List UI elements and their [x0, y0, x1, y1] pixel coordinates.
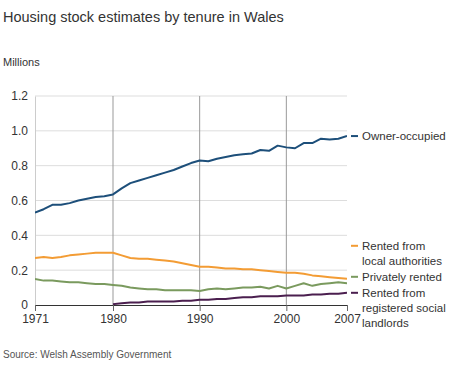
- x-tick: 1980: [100, 305, 127, 326]
- label-key: [351, 245, 358, 247]
- y-tick: 1.2: [11, 89, 35, 103]
- x-grid-line: [113, 96, 114, 305]
- x-tick-mark: [286, 305, 287, 311]
- source: Source: Welsh Assembly Government: [3, 349, 171, 360]
- y-tick-label: 0: [21, 298, 28, 312]
- x-tick-label: 2000: [273, 312, 300, 326]
- x-tick: 1990: [187, 305, 214, 326]
- y-axis-line: [35, 97, 36, 306]
- x-tick-mark: [200, 305, 201, 311]
- x-tick-mark: [35, 305, 36, 311]
- x-tick-mark: [347, 305, 348, 311]
- grid: [35, 96, 347, 305]
- series-labels: Owner-occupied Rented from local authoriti…: [351, 130, 446, 329]
- x-tick-mark: [113, 305, 114, 311]
- x-tick: 2000: [273, 305, 300, 326]
- series-label-line: Owner-occupied: [362, 130, 446, 142]
- series-line: [35, 253, 347, 279]
- label-key: [351, 276, 358, 278]
- y-tick: 0.2: [11, 264, 35, 278]
- y-grid-line: [35, 270, 347, 271]
- x-tick-label: 1971: [22, 312, 49, 326]
- series-line: [113, 293, 347, 304]
- series-line: [35, 279, 347, 291]
- y-grid-line: [35, 235, 347, 236]
- x-tick-label: 1980: [100, 312, 127, 326]
- lines: [35, 136, 347, 304]
- y-grid-line: [35, 130, 347, 131]
- series-label: Rented from registered social landlords: [362, 287, 446, 329]
- x-tick: 2007: [334, 305, 361, 326]
- y-tick: 0.4: [11, 229, 35, 243]
- series-label-line: Rented from: [362, 240, 425, 252]
- series-label: Owner-occupied: [362, 130, 446, 142]
- y-axis-label: Millions: [3, 56, 40, 68]
- x-tick-label: 1990: [187, 312, 214, 326]
- x-tick: 1971: [22, 305, 49, 326]
- y-tick-label: 1.0: [11, 124, 28, 138]
- y-axis: 0 0.2 0.4 0.6 0.8 1.0 1.2: [11, 89, 35, 312]
- y-tick: 1.0: [11, 124, 35, 138]
- title: Housing stock estimates by tenure in Wal…: [3, 9, 284, 25]
- y-tick: 0: [21, 298, 35, 312]
- x-tick-label: 2007: [334, 312, 361, 326]
- series-label-line: Rented from: [362, 287, 425, 299]
- y-tick: 0.8: [11, 159, 35, 173]
- y-tick-label: 0.8: [11, 159, 28, 173]
- series-line: [35, 136, 347, 213]
- series-label-line: registered social: [362, 302, 446, 314]
- y-tick-label: 1.2: [11, 89, 28, 103]
- y-grid-line: [35, 165, 347, 166]
- y-tick: 0.6: [11, 194, 35, 208]
- label-key: [351, 292, 358, 294]
- chart: Housing stock estimates by tenure in Wal…: [0, 0, 465, 370]
- y-grid-line: [35, 96, 347, 97]
- y-tick-label: 0.2: [11, 264, 28, 278]
- x-axis-line: [36, 305, 348, 306]
- series-label: Privately rented: [362, 271, 442, 283]
- series-label: Rented from local authorities: [362, 240, 442, 267]
- label-key: [351, 135, 358, 137]
- y-tick-label: 0.4: [11, 229, 28, 243]
- x-axis: 1971 1980 1990 2000 2007: [22, 305, 361, 326]
- series-label-line: local authorities: [362, 255, 442, 267]
- series-label-line: landlords: [362, 317, 409, 329]
- series-label-line: Privately rented: [362, 271, 442, 283]
- x-grid-line: [199, 96, 200, 305]
- y-tick-label: 0.6: [11, 194, 28, 208]
